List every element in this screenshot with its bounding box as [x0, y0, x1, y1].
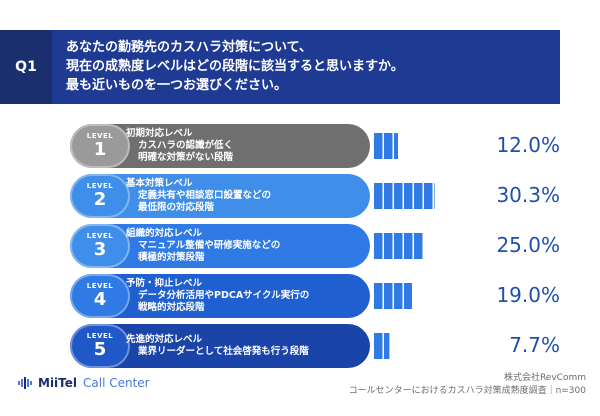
level-number: 1 — [93, 139, 107, 160]
logo-main: MiiTel — [38, 376, 78, 390]
level-row-2: LEVEL 2 基本対策レベル 定義共有や相談窓口設置などの 最低限の対応段階 — [70, 174, 370, 218]
level-word: LEVEL — [86, 182, 114, 190]
level-description: 最低限の対応段階 — [138, 202, 215, 213]
level-description: カスハラの認識が低く — [138, 140, 234, 151]
level-description: 業界リーダーとして社会啓発も行う段階 — [138, 346, 309, 357]
level-word: LEVEL — [86, 282, 114, 290]
logo-icon — [18, 377, 32, 389]
question-line-1: あなたの勤務先のカスハラ対策について、 — [66, 40, 312, 55]
level-title: 基本対策レベル — [126, 178, 193, 189]
header: Q1 あなたの勤務先のカスハラ対策について、 現在の成熟度レベルはどの段階に該当… — [0, 0, 600, 104]
level-description: 明確な対策がない段階 — [138, 152, 234, 163]
level-text: 予防・抑止レベル データ分析活用やPDCAサイクル実行の 戦略的対応段階 — [126, 278, 386, 314]
level-badge: LEVEL 4 — [70, 274, 130, 318]
level-row-3: LEVEL 3 組織的対応レベル マニュアル整備や研修実施などの 積極的対策段階 — [70, 224, 370, 268]
level-word: LEVEL — [86, 132, 114, 140]
logo-sub: Call Center — [83, 376, 150, 390]
footer-logo: MiiTel Call Center — [18, 376, 150, 390]
value-label-level-1: 12.0% — [496, 133, 560, 157]
level-text: 基本対策レベル 定義共有や相談窓口設置などの 最低限の対応段階 — [126, 178, 386, 214]
survey-name: コールセンターにおけるカスハラ対策成熟度調査｜n=300 — [348, 386, 586, 396]
level-text: 初期対応レベル カスハラの認識が低く 明確な対策がない段階 — [126, 128, 386, 164]
level-row-1: LEVEL 1 初期対応レベル カスハラの認識が低く 明確な対策がない段階 — [70, 124, 370, 168]
level-number: 4 — [93, 289, 107, 310]
level-number: 5 — [93, 339, 107, 360]
level-title: 先進的対応レベル — [126, 334, 203, 345]
bar-segment-divider — [412, 183, 414, 209]
bar-segment-divider — [422, 233, 424, 259]
level-description: 戦略的対応段階 — [138, 302, 205, 313]
level-title: 組織的対応レベル — [126, 228, 203, 239]
bar-segment-divider — [402, 233, 404, 259]
bar-segment-divider — [422, 183, 424, 209]
question-text: あなたの勤務先のカスハラ対策について、 現在の成熟度レベルはどの段階に該当すると… — [52, 30, 560, 104]
bar-segment-divider — [392, 133, 394, 159]
value-label-level-3: 25.0% — [496, 233, 560, 257]
level-title: 予防・抑止レベル — [126, 278, 203, 289]
bar-segment-divider — [402, 183, 404, 209]
footer-credit: 株式会社RevComm コールセンターにおけるカスハラ対策成熟度調査｜n=300 — [349, 372, 586, 398]
level-description: データ分析活用やPDCAサイクル実行の — [138, 290, 310, 301]
value-label-level-5: 7.7% — [509, 333, 560, 357]
level-description: マニュアル整備や研修実施などの — [138, 240, 281, 251]
level-number: 3 — [93, 239, 107, 260]
company-name: 株式会社RevComm — [503, 373, 586, 383]
bar-segment-divider — [392, 233, 394, 259]
level-description: 定義共有や相談窓口設置などの — [138, 190, 272, 201]
level-row-4: LEVEL 4 予防・抑止レベル データ分析活用やPDCAサイクル実行の 戦略的対応段階 — [70, 274, 370, 318]
level-badge: LEVEL 3 — [70, 224, 130, 268]
level-text: 先進的対応レベル 業界リーダーとして社会啓発も行う段階 — [126, 334, 386, 358]
level-text: 組織的対応レベル マニュアル整備や研修実施などの 積極的対策段階 — [126, 228, 386, 264]
level-row-5: LEVEL 5 先進的対応レベル 業界リーダーとして社会啓発も行う段階 — [70, 324, 370, 368]
level-badge: LEVEL 5 — [70, 324, 130, 368]
question-line-2: 現在の成熟度レベルはどの段階に該当すると思いますか。 — [66, 59, 404, 74]
level-title: 初期対応レベル — [126, 128, 193, 139]
bar-segment-divider — [392, 283, 394, 309]
level-description: 積極的対策段階 — [138, 252, 205, 263]
level-number: 2 — [93, 189, 107, 210]
bar-segment-divider — [392, 183, 394, 209]
question-line-3: 最も近いものを一つお選びください。 — [66, 78, 288, 93]
level-word: LEVEL — [86, 332, 114, 340]
value-label-level-4: 19.0% — [496, 283, 560, 307]
question-badge: Q1 — [0, 30, 52, 104]
bar-segment-divider — [412, 233, 414, 259]
bar-segment-divider — [432, 183, 434, 209]
level-badge: LEVEL 1 — [70, 124, 130, 168]
bar-segment-divider — [402, 283, 404, 309]
value-label-level-2: 30.3% — [496, 183, 560, 207]
level-word: LEVEL — [86, 232, 114, 240]
level-badge: LEVEL 2 — [70, 174, 130, 218]
